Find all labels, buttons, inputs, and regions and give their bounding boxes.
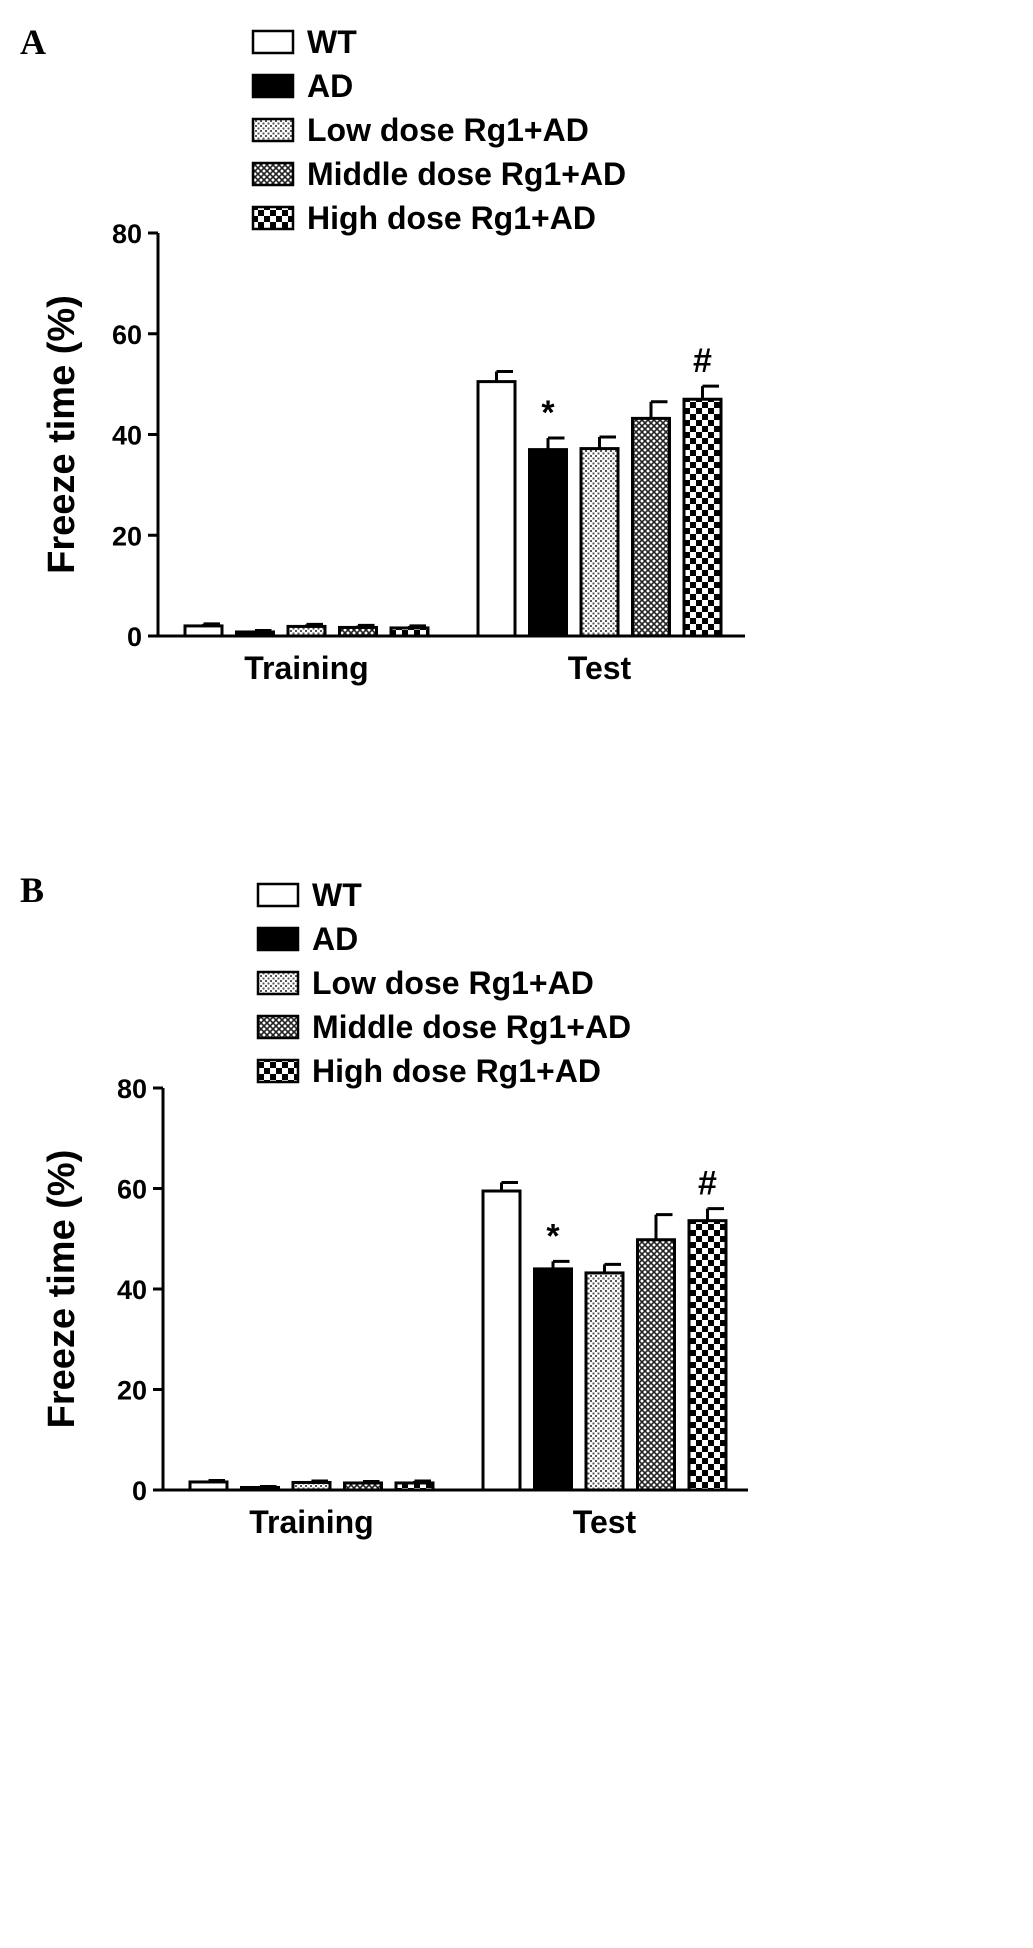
legend-swatch [251,205,295,231]
legend-entry: AD [307,68,353,104]
bar-fine-dots [579,447,620,638]
significance-marker: * [546,1217,560,1255]
y-tick-label: 0 [127,622,142,652]
legend-swatch [256,1014,300,1040]
legend-swatch [251,29,295,55]
significance-marker: # [698,1165,717,1203]
legend-entry: AD [312,921,358,957]
y-axis-title: Freeze time (%) [41,1150,83,1429]
x-tick-label: Test [573,1504,637,1540]
y-tick-label: 0 [132,1476,147,1506]
bar-fine-dots [584,1271,625,1492]
y-tick-label: 80 [117,1074,147,1104]
y-tick-label: 40 [112,421,142,451]
bar-black [240,1485,280,1492]
y-axis-title: Freeze time (%) [41,295,83,574]
bar-black [533,1267,573,1492]
bar-black [528,448,568,638]
bar-crosshatch [636,1238,676,1492]
panel-a: A WT AD Low dose Rg1+AD Middle dose Rg1+AD Hi… [20,22,745,686]
panel-b: B WT AD Low dose Rg1+AD Middle dose Rg1+AD Hi… [20,870,748,1540]
legend-swatch [256,1058,300,1084]
x-tick-label: Training [244,650,368,686]
legend-swatch [251,117,295,143]
x-tick-label: Test [568,650,632,686]
legend-entry: Low dose Rg1+AD [307,112,589,148]
bar-black [235,630,275,638]
legend-swatch [256,882,300,908]
legend-entry: Middle dose Rg1+AD [307,156,626,192]
bar-crosshatch [338,625,378,638]
legend-swatch [256,970,300,996]
significance-marker: * [541,394,555,432]
y-tick-label: 60 [117,1175,147,1205]
bar-fine-dots [286,624,327,638]
significance-marker: # [693,342,712,380]
bar-white [183,624,224,638]
bar-white [476,380,517,638]
legend-entry: High dose Rg1+AD [312,1053,601,1089]
legend-entry: High dose Rg1+AD [307,200,596,236]
legend-swatch [251,161,295,187]
y-tick-label: 80 [112,219,142,249]
bar-checker [389,626,430,638]
legend-swatch [251,73,295,99]
bar-checker [394,1481,435,1492]
legend-entry: Low dose Rg1+AD [312,965,594,1001]
bar-crosshatch [343,1481,383,1492]
bar-white [481,1189,522,1492]
legend-entry: WT [312,877,362,913]
bar-checker [682,397,723,638]
bar-fine-dots [291,1480,332,1492]
bar-crosshatch [631,416,671,638]
x-tick-label: Training [249,1504,373,1540]
legend-entry: WT [307,24,357,60]
y-tick-label: 20 [117,1376,147,1406]
y-tick-label: 60 [112,320,142,350]
legend-swatch [256,926,300,952]
panel-label: B [20,870,44,910]
panel-label: A [20,22,46,62]
bar-checker [687,1219,728,1492]
y-tick-label: 40 [117,1275,147,1305]
legend-entry: Middle dose Rg1+AD [312,1009,631,1045]
y-tick-label: 20 [112,521,142,551]
bar-white [188,1480,229,1492]
